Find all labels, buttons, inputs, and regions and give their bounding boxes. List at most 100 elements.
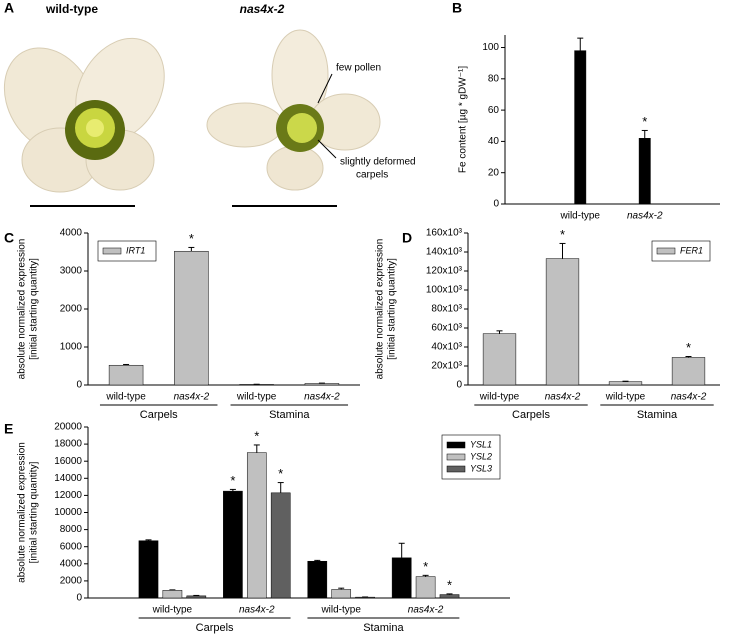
y-axis-label: absolute normalized expression xyxy=(375,239,386,380)
legend-swatch xyxy=(446,441,466,449)
y-tick-label: 60x10³ xyxy=(431,323,462,334)
bar xyxy=(671,357,706,386)
photo-label: wild-type xyxy=(45,2,98,16)
y-tick-label: 60 xyxy=(488,105,500,116)
legend-label: FER1 xyxy=(680,245,703,255)
x-tick-label: nas4x-2 xyxy=(174,392,210,403)
y-tick-label: 2000 xyxy=(60,304,83,315)
significance: * xyxy=(642,114,647,129)
x-tick-label: wild-type xyxy=(605,392,646,403)
legend-label: YSL1 xyxy=(470,439,492,449)
bar xyxy=(162,590,183,599)
bar xyxy=(638,138,651,205)
y-axis-label: absolute normalized expression xyxy=(17,442,28,583)
significance: * xyxy=(686,340,691,355)
annotation: carpels xyxy=(356,170,388,181)
y-tick-label: 6000 xyxy=(60,541,83,552)
panel-letter: B xyxy=(452,0,462,16)
panel-letter: A xyxy=(4,0,14,16)
legend-label: YSL3 xyxy=(470,463,492,473)
y-axis-label: absolute normalized expression xyxy=(17,239,28,380)
panel-letter: E xyxy=(4,421,13,437)
group-label: Carpels xyxy=(196,622,234,634)
legend-swatch xyxy=(446,453,466,461)
significance: * xyxy=(447,577,452,592)
x-tick-label: wild-type xyxy=(236,392,277,403)
bar xyxy=(304,383,340,386)
annotation: few pollen xyxy=(336,63,381,74)
group-label: Carpels xyxy=(140,409,178,421)
x-tick-label: wild-type xyxy=(560,211,601,222)
legend-swatch xyxy=(102,247,122,255)
bar xyxy=(482,333,517,386)
y-tick-label: 0 xyxy=(76,380,82,391)
y-tick-label: 8000 xyxy=(60,524,83,535)
group-label: Stamina xyxy=(637,409,678,421)
annotation: slightly deformed xyxy=(340,157,416,168)
y-tick-label: 1000 xyxy=(60,342,83,353)
photo-label: nas4x-2 xyxy=(240,2,285,16)
bar xyxy=(186,595,207,599)
y-tick-label: 80 xyxy=(488,73,500,84)
y-tick-label: 18000 xyxy=(54,439,82,450)
bar xyxy=(574,50,587,205)
x-tick-label: nas4x-2 xyxy=(239,605,275,616)
significance: * xyxy=(230,473,235,488)
bar xyxy=(174,250,209,386)
group-label: Stamina xyxy=(269,409,310,421)
x-tick-label: wild-type xyxy=(105,392,146,403)
y-axis-label: Fe content [µg * gDW⁻¹] xyxy=(458,66,469,173)
y-tick-label: 160x10³ xyxy=(426,228,463,239)
x-tick-label: wild-type xyxy=(320,605,361,616)
panel-letter: D xyxy=(402,230,412,246)
y-tick-label: 20x10³ xyxy=(431,361,462,372)
legend-box xyxy=(651,240,711,262)
y-tick-label: 120x10³ xyxy=(426,266,463,277)
x-tick-label: nas4x-2 xyxy=(627,211,663,222)
y-tick-label: 100x10³ xyxy=(426,285,463,296)
bar xyxy=(415,576,436,599)
bar xyxy=(138,540,159,599)
y-axis-label: [initial starting quantity] xyxy=(29,461,40,563)
legend-label: YSL2 xyxy=(470,451,492,461)
significance: * xyxy=(423,559,428,574)
y-axis-label: [initial starting quantity] xyxy=(29,258,40,360)
x-tick-label: nas4x-2 xyxy=(545,392,581,403)
y-tick-label: 20000 xyxy=(54,422,82,433)
x-tick-label: nas4x-2 xyxy=(304,392,340,403)
panel-letter: C xyxy=(4,230,14,246)
x-tick-label: wild-type xyxy=(152,605,193,616)
y-tick-label: 0 xyxy=(493,199,499,210)
y-tick-label: 3000 xyxy=(60,266,83,277)
bar xyxy=(307,560,328,599)
y-axis-label: [initial starting quantity] xyxy=(387,258,398,360)
y-tick-label: 4000 xyxy=(60,228,83,239)
bar xyxy=(608,381,643,386)
legend-swatch xyxy=(656,247,676,255)
bar xyxy=(108,364,144,386)
bar xyxy=(439,594,460,599)
x-tick-label: nas4x-2 xyxy=(408,605,444,616)
significance: * xyxy=(254,428,259,443)
y-tick-label: 10000 xyxy=(54,507,82,518)
y-tick-label: 16000 xyxy=(54,456,82,467)
flower-wild-type xyxy=(3,37,165,193)
x-tick-label: wild-type xyxy=(479,392,520,403)
group-label: Carpels xyxy=(512,409,550,421)
y-tick-label: 4000 xyxy=(60,558,83,569)
y-tick-label: 40 xyxy=(488,136,500,147)
y-tick-label: 100 xyxy=(482,42,499,53)
bar xyxy=(331,589,352,599)
legend-box xyxy=(97,240,157,262)
significance: * xyxy=(189,231,194,246)
x-tick-label: nas4x-2 xyxy=(671,392,707,403)
y-tick-label: 20 xyxy=(488,167,500,178)
legend-swatch xyxy=(446,465,466,473)
y-tick-label: 80x10³ xyxy=(431,304,462,315)
y-tick-label: 14000 xyxy=(54,473,82,484)
y-tick-label: 40x10³ xyxy=(431,342,462,353)
y-tick-label: 2000 xyxy=(60,576,83,587)
bar xyxy=(545,258,580,386)
significance: * xyxy=(278,466,283,481)
y-tick-label: 140x10³ xyxy=(426,247,463,258)
